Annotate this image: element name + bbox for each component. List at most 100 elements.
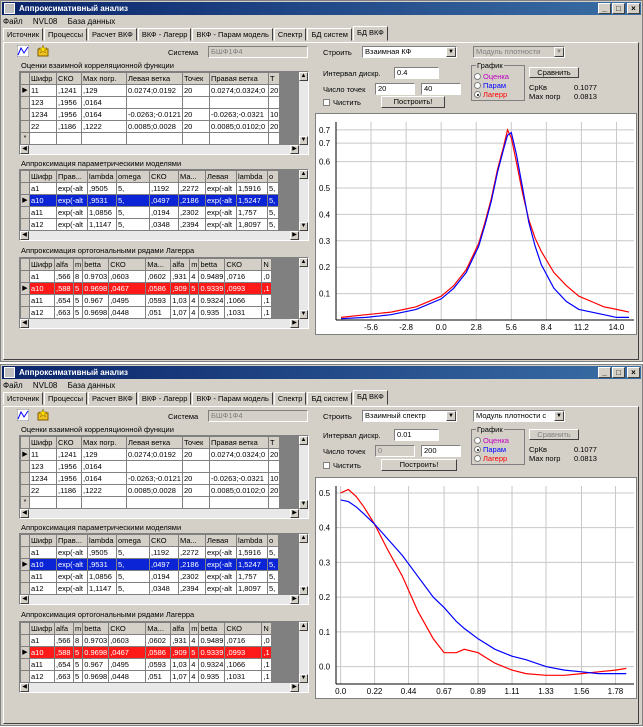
- cell[interactable]: 0.0085;0.0102;0: [209, 121, 268, 132]
- menu-database[interactable]: База данных: [67, 17, 116, 26]
- cell[interactable]: 0.9698: [83, 283, 109, 294]
- cell[interactable]: 8: [74, 635, 83, 646]
- cell[interactable]: 1,757: [237, 207, 267, 218]
- cell[interactable]: 0.9324: [199, 295, 225, 306]
- tab-vkf-laguerre[interactable]: ВКФ - Лагерр: [137, 28, 192, 41]
- cell[interactable]: exp(-alt: [57, 195, 87, 206]
- table-row[interactable]: a11,654 5 0.967,0495,0593 1,03 4 0.9324,1066,…: [21, 295, 271, 306]
- vertical-scrollbar[interactable]: ▲ ▼: [299, 622, 308, 692]
- scroll-down-icon[interactable]: ▼: [299, 500, 308, 509]
- tab-vkf-param[interactable]: ВКФ - Парам модель: [192, 28, 273, 41]
- col-header[interactable]: СКО: [109, 623, 146, 634]
- cell[interactable]: 5,: [117, 207, 149, 218]
- table-row[interactable]: a1 exp(-alt ,9505 5, ,1192,2272 exp(-alt 1,591…: [21, 183, 278, 194]
- system-field[interactable]: БШФ1Ф4: [208, 410, 308, 422]
- cell[interactable]: ,0348: [150, 219, 178, 230]
- cell[interactable]: 5,: [268, 219, 278, 230]
- clear-checkbox[interactable]: Чистить: [323, 98, 361, 107]
- cell[interactable]: ,0497: [150, 559, 178, 570]
- cell[interactable]: a1: [30, 547, 56, 558]
- scroll-up-icon[interactable]: ▲: [299, 622, 308, 631]
- cell[interactable]: ,0: [262, 635, 271, 646]
- cell[interactable]: exp(-alt: [206, 547, 236, 558]
- col-header[interactable]: N: [262, 259, 271, 270]
- cell[interactable]: ,566: [55, 635, 73, 646]
- cell[interactable]: a1: [30, 183, 56, 194]
- cell[interactable]: -0.0263;-0.0321: [209, 473, 268, 484]
- cell[interactable]: 5: [74, 671, 83, 682]
- cell[interactable]: ,909: [171, 647, 190, 658]
- cell[interactable]: ,1241: [57, 449, 81, 460]
- scroll-up-icon[interactable]: ▲: [299, 534, 308, 543]
- table-row[interactable]: *: [21, 497, 280, 508]
- col-header[interactable]: Шифр: [30, 171, 56, 182]
- minimize-button[interactable]: _: [598, 3, 611, 14]
- corr-grid[interactable]: Шифр СКО Мах погр. Левая ветка Точек Правая в…: [19, 71, 309, 155]
- chart-panel-2[interactable]: 0.0 0.22 0.44 0.67 0.89 1.11 1.33 1.56 1.78 0.5 0.…: [315, 477, 637, 699]
- tab-processes[interactable]: Процессы: [44, 28, 88, 41]
- radio-estimate[interactable]: Оценка: [474, 72, 509, 81]
- close-button[interactable]: ×: [627, 367, 640, 378]
- cell[interactable]: ,2186: [179, 559, 205, 570]
- cell[interactable]: [127, 97, 182, 108]
- scroll-right-icon[interactable]: ▶: [290, 231, 299, 240]
- cell[interactable]: 0.9339: [199, 647, 225, 658]
- menu-nvl08[interactable]: NVL08: [32, 17, 58, 26]
- cell[interactable]: exp(-alt: [57, 207, 87, 218]
- cell[interactable]: 5: [74, 659, 83, 670]
- tab-db-vkf[interactable]: БД ВКФ: [352, 390, 388, 405]
- col-header[interactable]: Ма...: [179, 171, 205, 182]
- tab-source[interactable]: Источник: [3, 392, 44, 405]
- cell[interactable]: 20: [182, 473, 209, 484]
- cell[interactable]: 1,8097: [237, 219, 267, 230]
- system-field[interactable]: БШФ1Ф4: [208, 46, 308, 58]
- cell[interactable]: ,0: [262, 271, 271, 282]
- col-header[interactable]: Шифр: [30, 437, 56, 448]
- minimize-button[interactable]: _: [598, 367, 611, 378]
- cell[interactable]: 5,: [268, 547, 278, 558]
- table-row[interactable]: *: [21, 133, 280, 144]
- cell[interactable]: ,0716: [225, 271, 262, 282]
- cell[interactable]: 0.0274;0.0192: [127, 85, 182, 96]
- cell[interactable]: ,0497: [150, 195, 178, 206]
- folder-star-icon[interactable]: [37, 409, 49, 421]
- cell[interactable]: ,0348: [150, 583, 178, 594]
- cell[interactable]: ,129: [82, 85, 126, 96]
- cell[interactable]: ,1: [262, 283, 271, 294]
- chart-panel-1[interactable]: -5.6 -2.8 0.0 2.8 5.6 8.4 11.2 14.0 0.1 0.2 0.3 0.4…: [315, 113, 637, 335]
- cell[interactable]: a11: [30, 571, 56, 582]
- cell[interactable]: exp(-alt: [206, 183, 236, 194]
- radio-estimate[interactable]: Оценка: [474, 436, 509, 445]
- cell[interactable]: 0.967: [83, 295, 109, 306]
- horizontal-scrollbar[interactable]: ◀ ▶: [20, 509, 308, 518]
- tab-spectrum[interactable]: Спектр: [273, 28, 307, 41]
- radio-selected-icon[interactable]: [474, 91, 481, 98]
- cell[interactable]: a10: [30, 647, 54, 658]
- col-header[interactable]: Ма...: [179, 535, 205, 546]
- cell[interactable]: ,0593: [146, 659, 171, 670]
- col-header[interactable]: Правая ветка: [209, 437, 268, 448]
- cell[interactable]: 0.935: [199, 307, 225, 318]
- radio-icon[interactable]: [474, 82, 481, 89]
- menu-nvl08[interactable]: NVL08: [32, 381, 58, 390]
- cell[interactable]: ,588: [55, 647, 73, 658]
- cell[interactable]: 5,: [117, 183, 149, 194]
- cell[interactable]: 0.9703: [83, 271, 109, 282]
- chevron-down-icon[interactable]: ▼: [446, 411, 456, 421]
- tab-spectrum[interactable]: Спектр: [273, 392, 307, 405]
- col-header[interactable]: Точек: [182, 437, 209, 448]
- col-header[interactable]: Левая: [206, 535, 236, 546]
- cell[interactable]: 0.9339: [199, 283, 225, 294]
- cell[interactable]: ,909: [171, 283, 190, 294]
- scroll-down-icon[interactable]: ▼: [299, 222, 308, 231]
- folder-star-icon[interactable]: [37, 45, 49, 57]
- cell[interactable]: 0.0085;0.0028: [127, 121, 182, 132]
- cell[interactable]: a1: [30, 271, 54, 282]
- cell[interactable]: [268, 97, 280, 108]
- cell[interactable]: [209, 461, 268, 472]
- cell[interactable]: ,1956: [57, 461, 81, 472]
- cell[interactable]: ,1956: [57, 97, 81, 108]
- col-header[interactable]: Ма...: [146, 623, 171, 634]
- cell[interactable]: exp(-alt: [206, 583, 236, 594]
- cell[interactable]: 1,1147: [88, 583, 116, 594]
